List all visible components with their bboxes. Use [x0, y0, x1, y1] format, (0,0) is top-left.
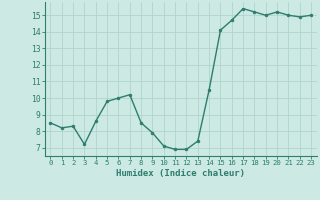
X-axis label: Humidex (Indice chaleur): Humidex (Indice chaleur): [116, 169, 245, 178]
